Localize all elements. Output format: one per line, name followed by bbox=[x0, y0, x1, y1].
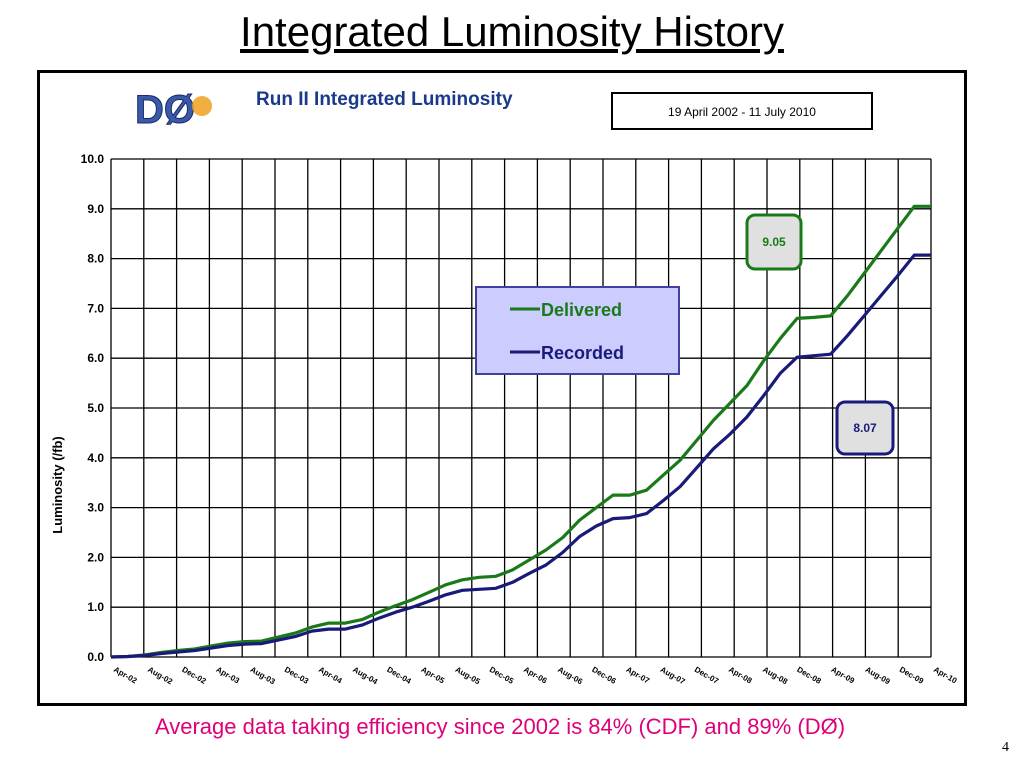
chart-title: Run II Integrated Luminosity bbox=[256, 89, 513, 110]
y-tick-labels: 0.0 1.0 2.0 3.0 4.0 5.0 6.0 7.0 8.0 9.0 10.0 bbox=[81, 152, 105, 664]
y-axis-label: Luminosity (/fb) bbox=[50, 436, 65, 534]
date-range-box: 19 April 2002 - 11 July 2010 bbox=[611, 92, 873, 130]
x-tick-labels: Apr-02 Aug-02 Dec-02 Apr-03 Aug-03 Dec-03 Apr-… bbox=[112, 665, 959, 687]
legend-label-recorded: Recorded bbox=[541, 343, 624, 363]
x-tick-label: Apr-09 bbox=[830, 665, 857, 686]
callout-delivered: 9.05 bbox=[745, 213, 803, 271]
d0-logo: DØ bbox=[133, 84, 223, 133]
x-tick-label: Aug-07 bbox=[659, 665, 687, 687]
slide-title: Integrated Luminosity History bbox=[240, 8, 784, 55]
luminosity-chart: DØ Run II Integrated Luminosity 19 April… bbox=[50, 84, 959, 687]
x-tick-label: Aug-06 bbox=[556, 665, 584, 687]
x-tick-label: Dec-03 bbox=[283, 665, 311, 686]
y-tick-label: 10.0 bbox=[81, 152, 105, 166]
x-tick-label: Apr-08 bbox=[727, 665, 754, 686]
x-tick-label: Dec-06 bbox=[590, 665, 618, 686]
x-tick-label: Dec-07 bbox=[693, 665, 721, 686]
y-tick-label: 5.0 bbox=[87, 401, 104, 415]
page-number: 4 bbox=[1002, 740, 1009, 755]
series-line-recorded bbox=[110, 253, 931, 659]
y-tick-label: 6.0 bbox=[87, 351, 104, 365]
y-tick-label: 0.0 bbox=[87, 650, 104, 664]
legend-label-delivered: Delivered bbox=[541, 300, 622, 320]
y-tick-label: 3.0 bbox=[87, 501, 104, 515]
x-tick-label: Apr-03 bbox=[215, 665, 242, 686]
svg-text:DØ: DØ bbox=[135, 88, 195, 132]
x-tick-label: Dec-02 bbox=[180, 665, 208, 686]
x-tick-label: Dec-04 bbox=[385, 665, 413, 686]
x-tick-label: Apr-04 bbox=[317, 665, 344, 686]
chart-frame: DØ Run II Integrated Luminosity 19 April… bbox=[37, 70, 967, 706]
x-tick-label: Apr-07 bbox=[625, 665, 652, 686]
x-tick-label: Dec-05 bbox=[488, 665, 516, 686]
x-tick-label: Aug-08 bbox=[761, 665, 789, 687]
callout-recorded: 8.07 bbox=[835, 400, 895, 456]
x-tick-label: Dec-08 bbox=[795, 665, 823, 686]
x-tick-label: Aug-02 bbox=[146, 665, 174, 687]
x-tick-label: Apr-06 bbox=[522, 665, 549, 686]
x-tick-label: Aug-03 bbox=[249, 665, 277, 687]
y-tick-label: 1.0 bbox=[87, 600, 104, 614]
x-tick-label: Aug-09 bbox=[864, 665, 892, 687]
y-tick-label: 7.0 bbox=[87, 301, 104, 315]
x-tick-label: Apr-10 bbox=[932, 665, 959, 686]
footer-note: Average data taking efficiency since 200… bbox=[154, 714, 846, 739]
y-tick-label: 9.0 bbox=[87, 202, 104, 216]
legend: Delivered Recorded bbox=[475, 286, 680, 375]
date-range-label: 19 April 2002 - 11 July 2010 bbox=[668, 105, 816, 119]
y-tick-label: 8.0 bbox=[87, 252, 104, 266]
x-tick-label: Aug-04 bbox=[351, 665, 379, 687]
callout-delivered-value: 9.05 bbox=[762, 235, 786, 249]
x-tick-label: Dec-09 bbox=[898, 665, 926, 686]
grid bbox=[110, 158, 932, 658]
y-tick-label: 2.0 bbox=[87, 550, 104, 564]
series-lines bbox=[110, 204, 931, 659]
callout-recorded-value: 8.07 bbox=[853, 421, 877, 435]
x-tick-label: Aug-05 bbox=[454, 665, 482, 687]
series-line-delivered bbox=[110, 204, 931, 659]
x-tick-label: Apr-05 bbox=[420, 665, 447, 686]
y-tick-label: 4.0 bbox=[87, 451, 104, 465]
x-tick-label: Apr-02 bbox=[112, 665, 139, 686]
